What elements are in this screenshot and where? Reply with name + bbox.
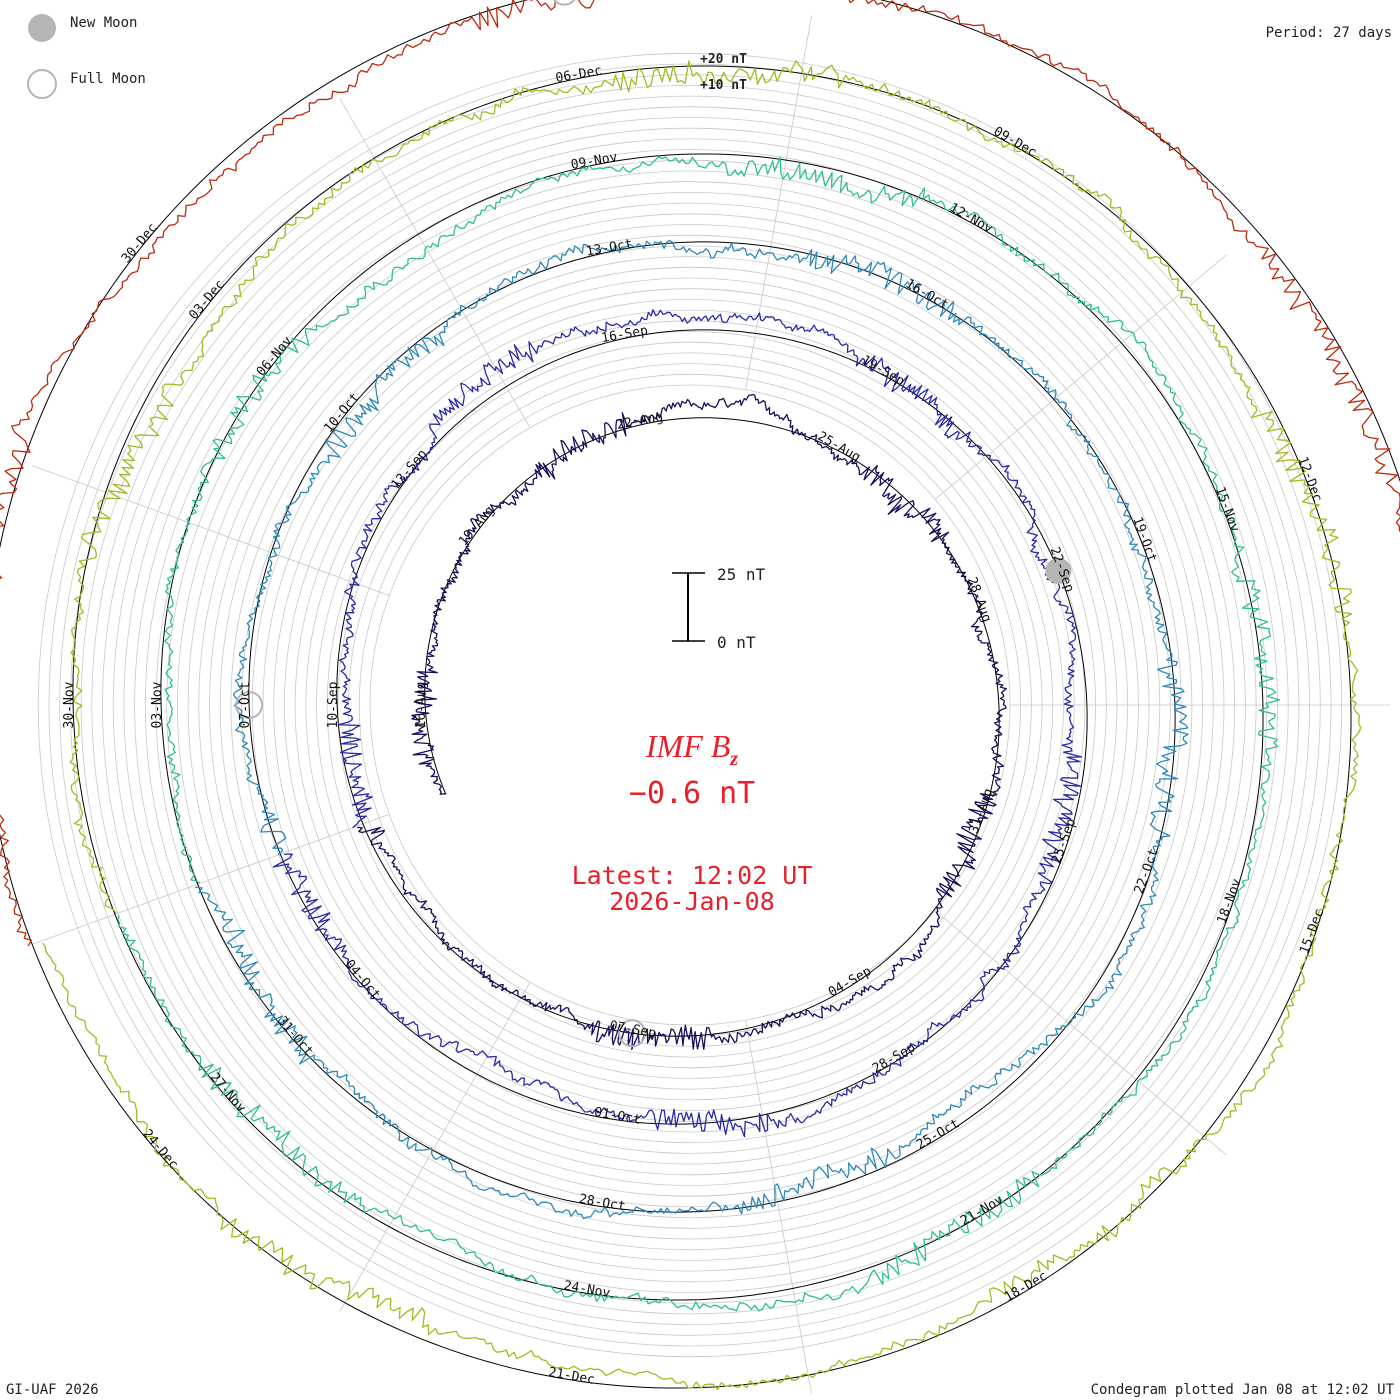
period-label: Period: 27 days	[1266, 25, 1392, 41]
scale-bar-bottom-label: 0 nT	[717, 633, 756, 652]
full-moon-legend-icon	[27, 69, 57, 99]
grid-ring	[358, 373, 1022, 1037]
new-moon-legend-label: New Moon	[70, 15, 137, 31]
date-label: 15-Dec	[1297, 907, 1327, 956]
imf-title-subscript: z	[729, 748, 738, 770]
grid-spoke	[339, 981, 531, 1312]
current-value: −0.6 nT	[629, 776, 755, 811]
scale-bar-top-label: 25 nT	[717, 565, 766, 584]
latest-time: Latest: 12:02 UT	[572, 861, 813, 890]
date-label: 16-Sep	[600, 323, 649, 346]
grid-spoke	[934, 910, 1227, 1156]
grid-spoke	[745, 15, 812, 390]
ring-label-plus20: +20 nT	[700, 52, 747, 67]
grid-spoke	[32, 814, 390, 945]
date-label: 16-Aug	[414, 682, 429, 729]
date-label: 12-Dec	[1295, 455, 1325, 504]
new-moon-legend-icon	[28, 14, 56, 42]
scale-bar	[672, 572, 705, 642]
grid-ring	[348, 363, 1032, 1047]
full-moon-marker	[235, 691, 264, 719]
new-moon-marker	[1045, 557, 1072, 584]
ring-label-plus10: +10 nT	[700, 78, 747, 93]
date-label: 12-Nov	[947, 200, 995, 237]
grid-ring	[337, 352, 1043, 1058]
date-label: 24-Nov	[562, 1278, 611, 1301]
date-label: 28-Aug	[964, 575, 994, 624]
full-moon-marker	[618, 1019, 647, 1048]
date-label: 10-Sep	[326, 681, 341, 728]
grid-spoke	[339, 98, 531, 429]
series-rot2	[272, 309, 1083, 1138]
date-label: 24-Dec	[139, 1127, 181, 1173]
grid-spoke	[745, 1020, 812, 1395]
series-rot6	[0, 0, 1400, 947]
date-label: 31-Oct	[274, 1014, 316, 1060]
date-label: 28-Sep	[870, 1040, 918, 1077]
date-label: 27-Nov	[207, 1070, 249, 1116]
grid-spoke	[934, 254, 1227, 500]
date-label: 18-Dec	[1002, 1269, 1050, 1305]
full-moon-legend-label: Full Moon	[70, 71, 146, 87]
date-label: 30-Nov	[62, 681, 77, 728]
series-rot1	[357, 393, 1008, 1050]
date-label: 18-Nov	[1215, 877, 1245, 926]
grid-ring	[326, 341, 1054, 1069]
date-label: 07-Oct	[238, 682, 253, 729]
series-rot4	[117, 156, 1281, 1312]
date-label: 03-Nov	[150, 681, 165, 728]
date-label: 25-Oct	[914, 1116, 962, 1152]
grid-ring	[273, 288, 1107, 1122]
full-moon-marker	[553, 0, 576, 6]
date-label: 19-Aug	[456, 503, 498, 549]
moon-layer	[235, 0, 1072, 1048]
series-rot5	[42, 60, 1362, 1391]
grid-ring	[262, 277, 1118, 1133]
date-label: 13-Sep	[389, 447, 431, 493]
grid-ring	[283, 298, 1097, 1112]
latest-date: 2026-Jan-08	[609, 887, 775, 916]
date-label: 10-Oct	[321, 390, 363, 436]
footer-plotted: Condegram plotted Jan 08 at 12:02 UT	[1091, 1382, 1395, 1398]
date-label: 04-Sep	[826, 964, 874, 1001]
footer-credit: GI-UAF 2026	[6, 1382, 99, 1398]
imf-title: IMF Bz	[645, 728, 738, 770]
grid-ring	[251, 266, 1129, 1144]
date-label: 06-Dec	[554, 63, 603, 86]
date-label: 13-Oct	[585, 237, 634, 260]
grid-ring	[369, 384, 1011, 1026]
series-rot3	[194, 239, 1189, 1220]
date-label: 01-Oct	[593, 1105, 642, 1128]
grid-spoke	[32, 465, 390, 596]
